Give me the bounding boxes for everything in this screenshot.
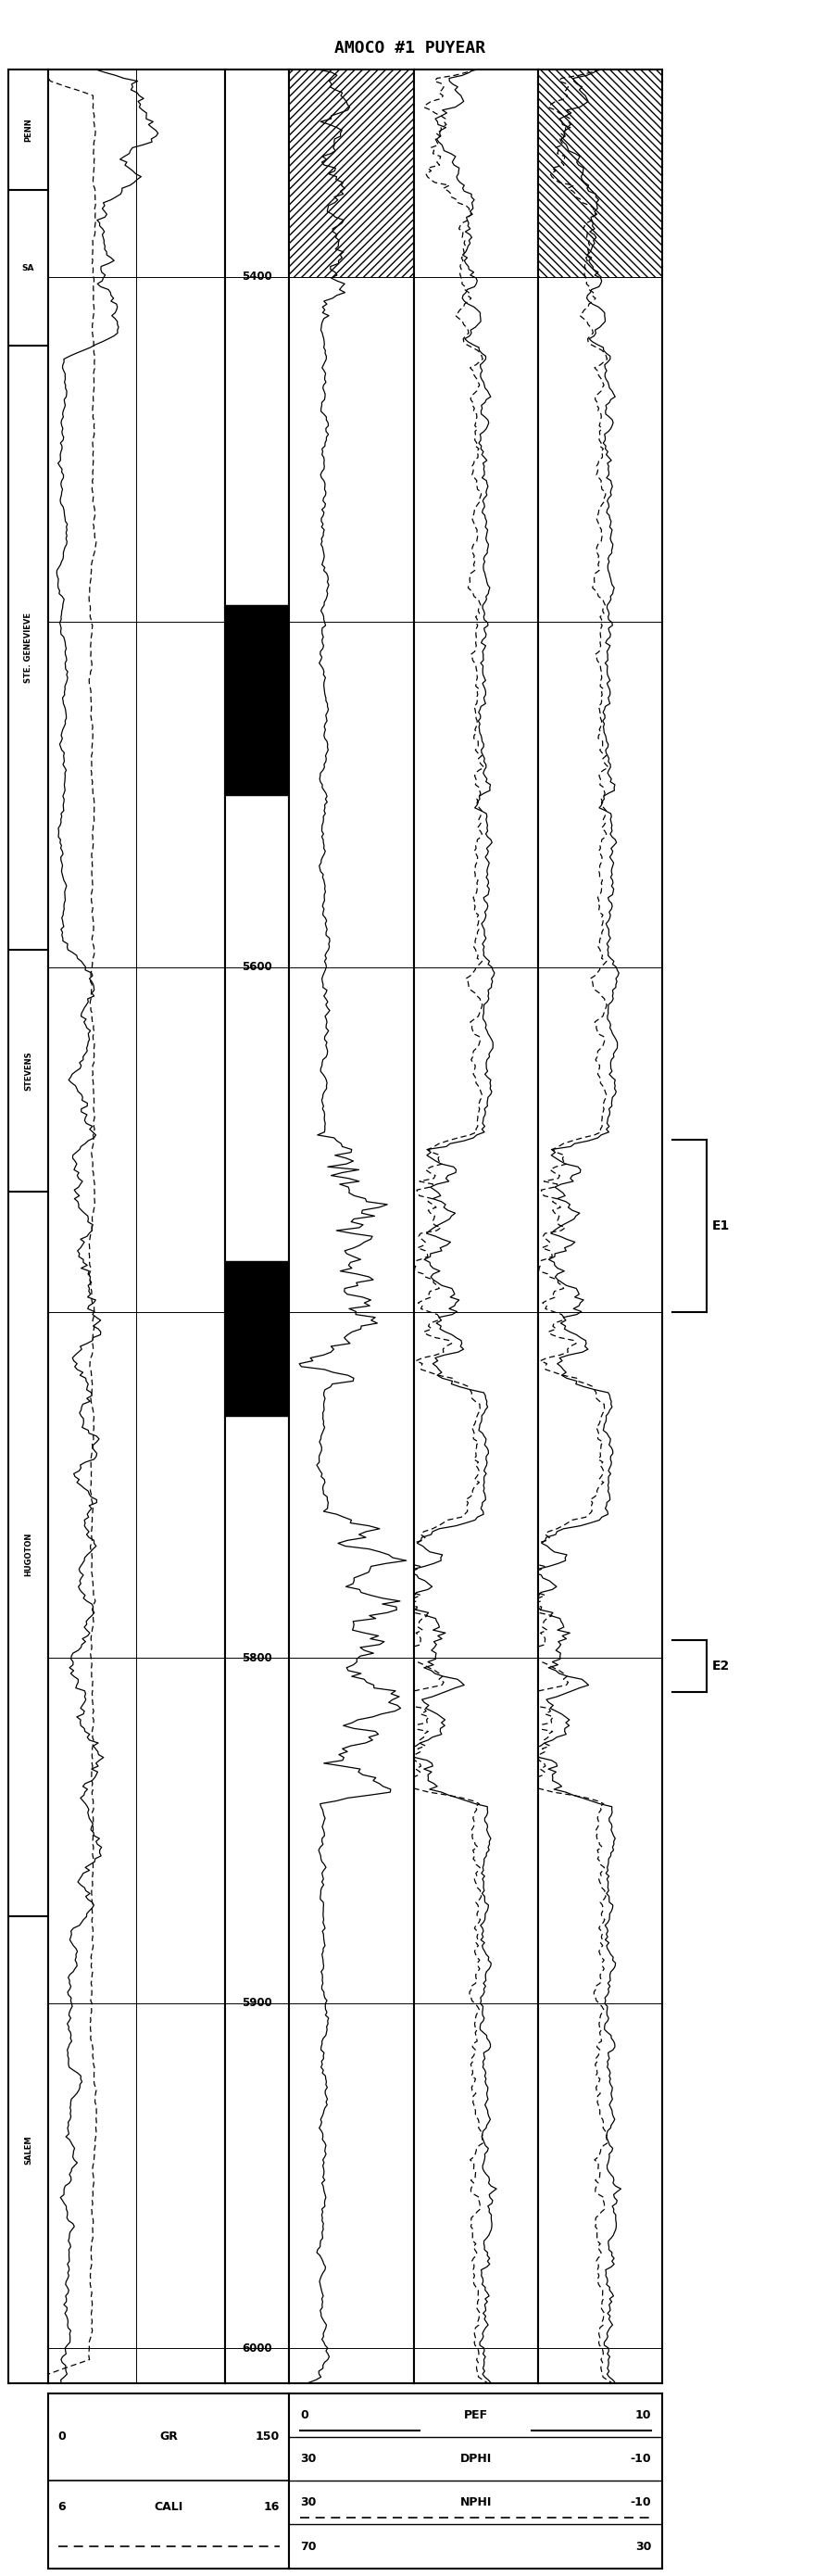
Text: DPHI: DPHI — [460, 2452, 491, 2465]
Text: PEF: PEF — [464, 2409, 488, 2421]
Text: AMOCO #1 PUYEAR: AMOCO #1 PUYEAR — [334, 41, 485, 57]
Text: 5900: 5900 — [242, 1996, 272, 2009]
Bar — [225, 605, 289, 793]
Text: E1: E1 — [711, 1218, 729, 1234]
Text: -10: -10 — [630, 2496, 651, 2509]
Text: 5700: 5700 — [242, 1306, 272, 1319]
Text: SA: SA — [22, 263, 34, 273]
Text: GR: GR — [160, 2432, 178, 2442]
Bar — [225, 1260, 289, 1417]
Text: 6: 6 — [58, 2501, 66, 2514]
Text: STEVENS: STEVENS — [24, 1051, 33, 1090]
Text: 30: 30 — [635, 2540, 651, 2553]
Bar — [289, 70, 413, 276]
Text: SALEM: SALEM — [24, 2136, 33, 2164]
Text: 5600: 5600 — [242, 961, 272, 974]
Text: 6000: 6000 — [242, 2342, 272, 2354]
Text: 10: 10 — [635, 2409, 651, 2421]
Text: 5800: 5800 — [242, 1651, 272, 1664]
Bar — [538, 70, 663, 276]
Text: -10: -10 — [630, 2452, 651, 2465]
Text: 5500: 5500 — [242, 616, 272, 629]
Text: 0: 0 — [300, 2409, 308, 2421]
Text: 30: 30 — [300, 2496, 316, 2509]
Text: E2: E2 — [711, 1659, 729, 1672]
Text: PENN: PENN — [24, 118, 33, 142]
Text: 5400: 5400 — [242, 270, 272, 283]
Text: STE. GENEVIEVE: STE. GENEVIEVE — [24, 613, 33, 683]
Text: 150: 150 — [255, 2432, 280, 2442]
Text: NPHI: NPHI — [460, 2496, 491, 2509]
Text: 0: 0 — [58, 2432, 66, 2442]
Text: 30: 30 — [300, 2452, 316, 2465]
Text: 70: 70 — [300, 2540, 316, 2553]
Text: 16: 16 — [263, 2501, 280, 2514]
Text: HUGOTON: HUGOTON — [24, 1533, 33, 1577]
Text: CALI: CALI — [154, 2501, 183, 2514]
